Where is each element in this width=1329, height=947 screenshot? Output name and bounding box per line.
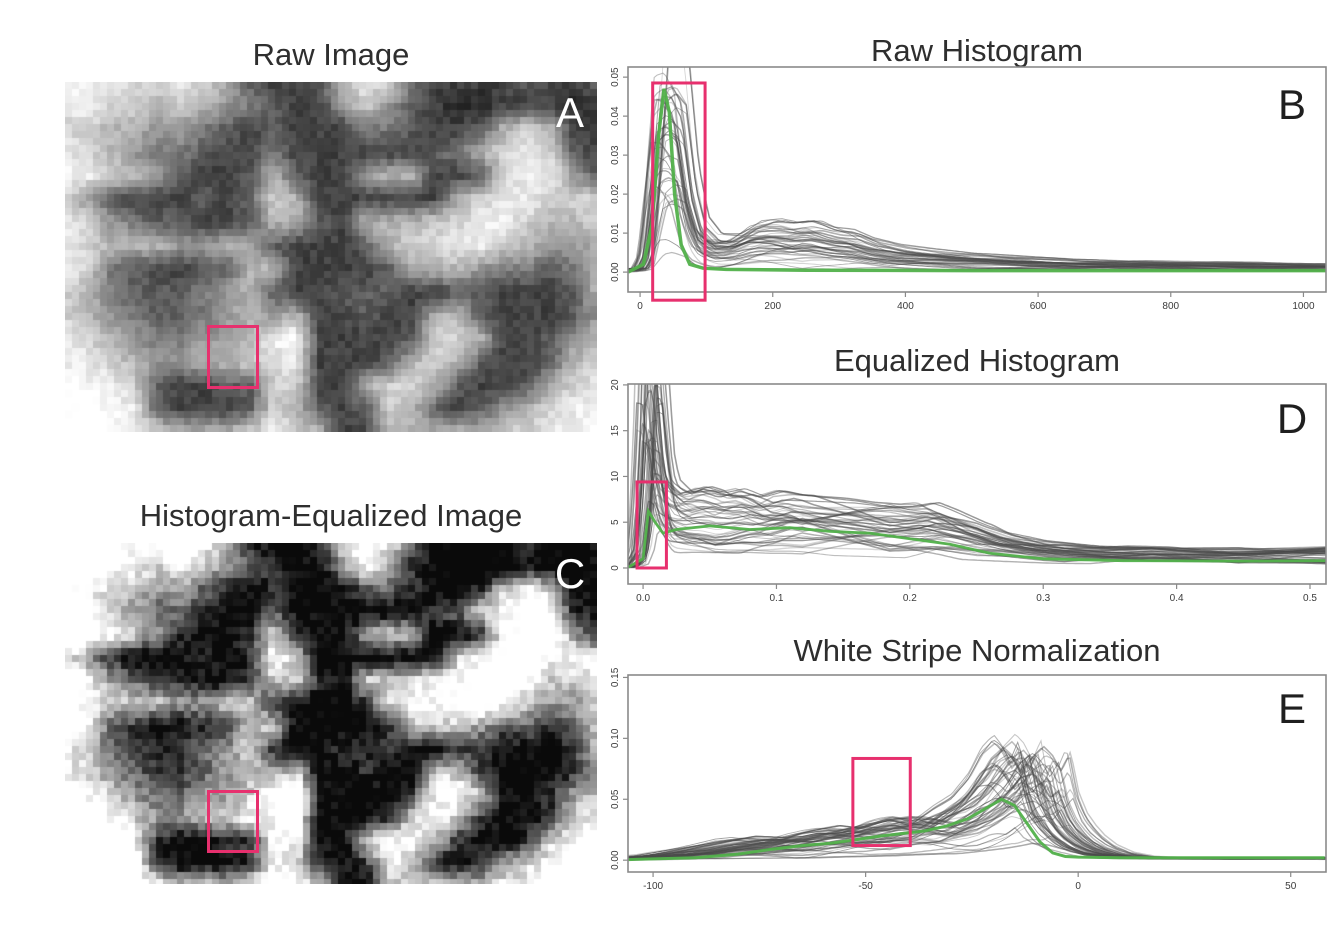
x-tick-label: 0 (1075, 881, 1081, 892)
y-tick-label: 0.02 (610, 184, 621, 204)
x-tick-label: -50 (858, 881, 873, 892)
x-tick-label: 200 (764, 301, 781, 312)
x-tick-label: 0.2 (903, 593, 917, 604)
plot-border (627, 674, 1327, 873)
x-tick-label: 400 (897, 301, 914, 312)
y-tick-label: 10 (610, 470, 621, 482)
panel-a-title: Raw Image (252, 37, 410, 72)
x-tick-label: 50 (1285, 881, 1297, 892)
equalized-histogram-curves (628, 384, 1326, 569)
panel-c-letter: C (554, 550, 586, 597)
y-tick-label: 0.10 (610, 728, 621, 748)
panel-a-letter: A (555, 89, 584, 136)
y-tick-label: 0.03 (610, 145, 621, 165)
x-tick-label: 0.4 (1170, 593, 1184, 604)
x-tick-label: 0 (637, 301, 643, 312)
highlight-rectangle (651, 81, 707, 302)
x-tick-label: 0.0 (636, 593, 650, 604)
equalized-brain-image (65, 543, 597, 884)
plot-border (627, 383, 1327, 585)
x-tick-label: 600 (1030, 301, 1047, 312)
panel-b-title: Raw Histogram (871, 33, 1083, 68)
panel-c-highlight-box (207, 789, 260, 853)
x-tick-label: 800 (1162, 301, 1179, 312)
y-tick-label: 0.05 (610, 67, 621, 87)
y-tick-label: 15 (610, 425, 621, 437)
y-tick-label: 0.15 (610, 667, 621, 687)
y-tick-label: 0 (610, 565, 621, 571)
highlighted-subject-curve (628, 797, 1325, 862)
y-tick-label: 0.00 (610, 850, 621, 870)
highlighted-subject-curve (628, 506, 1326, 569)
plot-border (627, 66, 1327, 293)
y-tick-label: 0.04 (610, 106, 621, 126)
panel-c-title: Histogram-Equalized Image (139, 498, 523, 533)
x-tick-label: -100 (643, 881, 663, 892)
raw-histogram-curves (628, 67, 1326, 274)
x-tick-label: 0.3 (1036, 593, 1050, 604)
white-stripe-normalization-curves (628, 733, 1326, 862)
highlight-rectangle (635, 480, 668, 570)
raw-histogram-plot: 0 200 400 600 800 1000 0.00 0.01 0.02 0.03 0.04 0.0… (610, 66, 1327, 312)
panel-a-highlight-box (207, 324, 260, 389)
equalized-histogram-plot: 0.0 0.1 0.2 0.3 0.4 0.5 0 5 10 15 20 (610, 379, 1327, 604)
x-tick-label: 1000 (1292, 301, 1315, 312)
highlight-rectangle (851, 756, 912, 848)
x-tick-label: 0.5 (1303, 593, 1317, 604)
raw-brain-image (65, 82, 597, 432)
y-tick-label: 20 (610, 379, 621, 391)
panel-e-letter: E (1277, 685, 1306, 732)
panel-d-title: Equalized Histogram (833, 343, 1121, 378)
panel-b-letter: B (1277, 81, 1306, 128)
y-tick-label: 0.05 (610, 789, 621, 809)
x-tick-label: 0.1 (770, 593, 784, 604)
y-tick-label: 5 (610, 519, 621, 525)
panel-d-letter: D (1276, 395, 1308, 442)
white-stripe-normalization-plot: -100 -50 0 50 0.00 0.05 0.10 0.15 (610, 667, 1327, 892)
y-tick-label: 0.00 (610, 262, 621, 282)
panel-e-title: White Stripe Normalization (793, 633, 1161, 668)
y-tick-label: 0.01 (610, 223, 621, 243)
